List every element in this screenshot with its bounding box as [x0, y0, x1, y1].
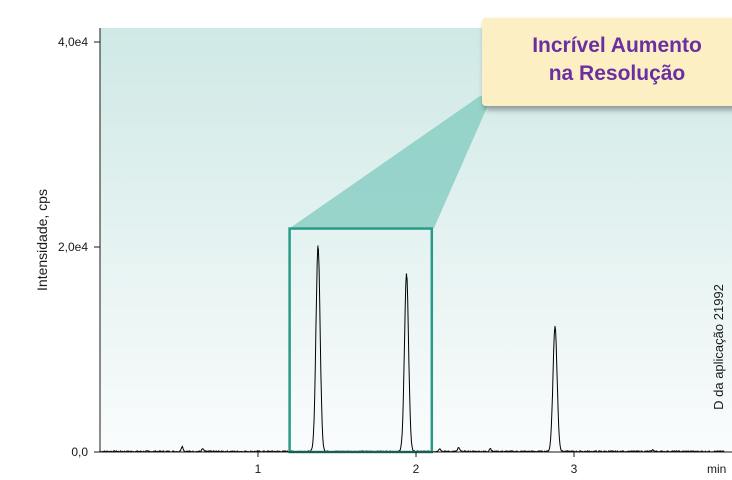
- y-axis-title: Intensidade, cps: [34, 189, 50, 291]
- x-tick-label: 1: [255, 462, 262, 476]
- application-note-label: D da aplicação 21992: [711, 284, 726, 410]
- zoom-funnel: [290, 96, 492, 228]
- callout-box: Incrível Aumento na Resolução: [482, 18, 732, 106]
- callout-line-1: Incrível Aumento: [532, 34, 702, 57]
- x-unit-label: min: [707, 462, 726, 476]
- y-tick-label: 2,0e4: [58, 240, 88, 254]
- chromatogram-trace: [99, 246, 725, 453]
- peak-apex-point: [554, 326, 556, 328]
- peak-apex-point: [405, 274, 408, 276]
- callout-line-2: na Resolução: [549, 62, 686, 85]
- y-tick-label: 0,0: [71, 445, 88, 459]
- y-tick-label: 4,0e4: [58, 35, 88, 49]
- x-tick-label: 2: [413, 462, 420, 476]
- peak-apex-point: [317, 245, 319, 247]
- x-tick-label: 3: [571, 462, 578, 476]
